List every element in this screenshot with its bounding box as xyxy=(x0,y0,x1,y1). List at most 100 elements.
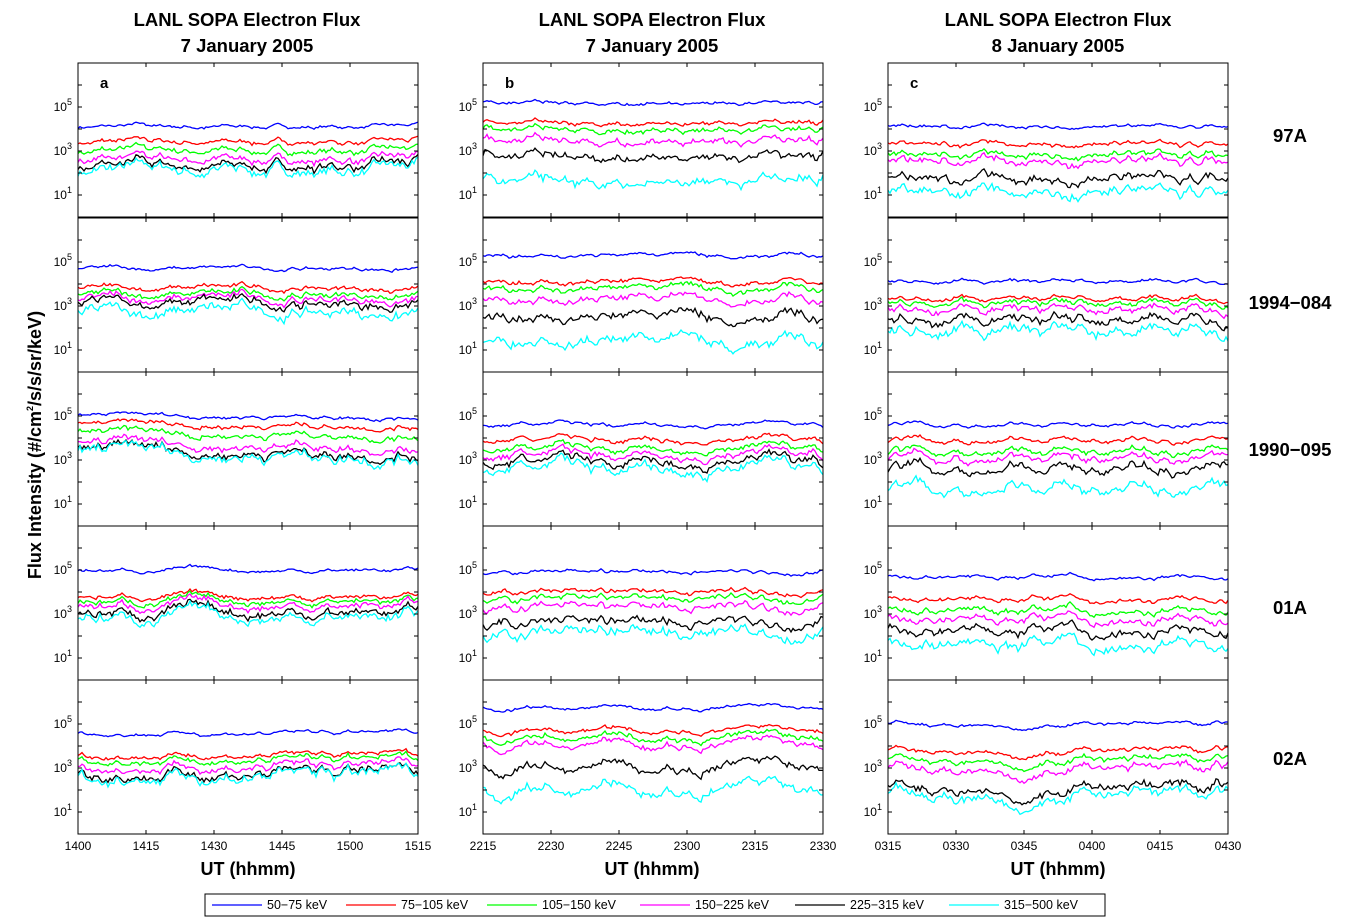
x-tick-label: 0345 xyxy=(1011,839,1038,853)
x-tick-label: 2215 xyxy=(470,839,497,853)
y-tick-label: 101 xyxy=(459,494,477,511)
series-line-315-500 xyxy=(78,439,418,471)
legend-item-150-225: 150−225 keV xyxy=(640,898,770,912)
y-tick-label: 103 xyxy=(54,604,72,621)
y-tick-label: 101 xyxy=(459,802,477,819)
panel-b-3: 101 103 105 xyxy=(459,371,824,527)
satellite-label-02A: 02A xyxy=(1273,748,1307,769)
series-line-150-225 xyxy=(78,288,418,309)
y-tick-label: 105 xyxy=(54,252,72,269)
series-line-105-150 xyxy=(483,280,823,298)
series-line-150-225 xyxy=(483,599,823,617)
series-line-150-225 xyxy=(888,610,1228,629)
x-tick-label: 2315 xyxy=(742,839,769,853)
satellite-label-97A: 97A xyxy=(1273,125,1307,146)
panel-a-3: 101 103 105 xyxy=(54,371,419,527)
series-line-105-150 xyxy=(78,750,418,767)
y-tick-label: 103 xyxy=(864,296,882,313)
y-tick-label: 105 xyxy=(54,714,72,731)
panel-frame xyxy=(482,217,824,373)
y-tick-label: 103 xyxy=(864,141,882,158)
legend-item-75-105: 75−105 keV xyxy=(346,898,469,912)
y-tick-label: 105 xyxy=(459,406,477,423)
panel-b-1: 101 103 105 b xyxy=(459,62,824,218)
panel-frame xyxy=(887,679,1229,835)
series-line-150-225 xyxy=(888,151,1228,170)
series-line-225-315 xyxy=(78,438,418,466)
series-line-225-315 xyxy=(888,168,1228,189)
series-line-105-150 xyxy=(78,141,418,157)
series-line-50-75 xyxy=(78,563,418,575)
series-line-150-225 xyxy=(483,290,823,308)
x-tick-label: 0315 xyxy=(875,839,902,853)
series-line-105-150 xyxy=(888,601,1228,619)
series-line-105-150 xyxy=(483,592,823,606)
panel-b-2: 101 103 105 xyxy=(459,217,824,373)
y-tick-label: 105 xyxy=(54,97,72,114)
series-line-225-315 xyxy=(483,614,823,634)
series-line-315-500 xyxy=(483,623,823,645)
series-line-50-75 xyxy=(78,411,418,423)
series-line-315-500 xyxy=(483,775,823,805)
series-line-50-75 xyxy=(888,277,1228,286)
y-tick-label: 103 xyxy=(459,604,477,621)
panel-frame xyxy=(77,679,419,835)
legend: 50−75 keV 75−105 keV 105−150 keV 150−225… xyxy=(204,893,1106,917)
x-tick-label: 0400 xyxy=(1079,839,1106,853)
y-tick-label: 103 xyxy=(54,296,72,313)
series-line-50-75 xyxy=(888,719,1228,732)
series-line-315-500 xyxy=(78,297,418,326)
series-line-315-500 xyxy=(888,181,1228,203)
x-tick-label: 0430 xyxy=(1215,839,1242,853)
panel-frame xyxy=(77,62,419,218)
y-tick-label: 105 xyxy=(459,714,477,731)
panel-b-5: 101 103 105 2215 2230 2245 2300 2315 2330 xyxy=(459,679,837,853)
series-line-315-500 xyxy=(78,156,418,179)
x-tick-label: 2330 xyxy=(810,839,837,853)
col-c-x-axis-label: UT (hhmm) xyxy=(1011,859,1106,879)
series-line-75-105 xyxy=(483,586,823,599)
series-line-225-315 xyxy=(483,147,823,164)
panel-letter-c: c xyxy=(910,75,918,92)
satellite-label-1990-095: 1990−095 xyxy=(1249,439,1332,460)
legend-label-75-105: 75−105 keV xyxy=(401,898,469,912)
series-line-105-150 xyxy=(483,438,823,457)
legend-item-225-315: 225−315 keV xyxy=(795,898,925,912)
series-line-315-500 xyxy=(888,781,1228,816)
panel-a-1: 101 103 105 a xyxy=(54,62,419,218)
legend-label-50-75: 50−75 keV xyxy=(267,898,328,912)
y-tick-label: 101 xyxy=(864,648,882,665)
series-line-75-105 xyxy=(888,293,1228,305)
series-line-50-75 xyxy=(483,251,823,260)
y-tick-label: 101 xyxy=(864,494,882,511)
series-line-50-75 xyxy=(888,571,1228,582)
y-tick-label: 103 xyxy=(864,758,882,775)
y-tick-label: 103 xyxy=(459,450,477,467)
series-line-150-225 xyxy=(78,150,418,168)
series-line-225-315 xyxy=(888,456,1228,479)
col-c-title-line1: LANL SOPA Electron Flux xyxy=(945,9,1173,30)
panel-b-4: 101 103 105 xyxy=(459,525,824,681)
y-tick-label: 105 xyxy=(864,97,882,114)
series-line-150-225 xyxy=(78,756,418,776)
y-tick-label: 101 xyxy=(54,648,72,665)
series-line-50-75 xyxy=(78,263,418,273)
y-tick-label: 105 xyxy=(864,560,882,577)
series-line-105-150 xyxy=(78,590,418,609)
y-tick-label: 101 xyxy=(864,185,882,202)
col-c-title-line2: 8 January 2005 xyxy=(992,35,1125,56)
legend-label-315-500: 315−500 keV xyxy=(1004,898,1079,912)
series-line-50-75 xyxy=(888,122,1228,131)
series-line-105-150 xyxy=(78,285,418,302)
y-tick-label: 105 xyxy=(459,97,477,114)
panel-frame xyxy=(77,217,419,373)
series-line-225-315 xyxy=(78,292,418,314)
series-line-75-105 xyxy=(888,434,1228,446)
series-line-75-105 xyxy=(78,747,418,761)
panel-frame xyxy=(887,217,1229,373)
y-tick-label: 105 xyxy=(864,252,882,269)
panel-frame xyxy=(887,371,1229,527)
panel-frame xyxy=(482,62,824,218)
series-line-150-225 xyxy=(78,593,418,615)
